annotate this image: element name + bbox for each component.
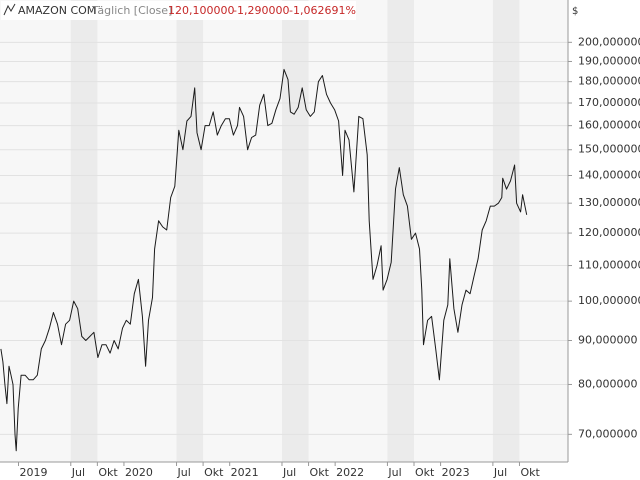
last-price: 120,100000 [168, 4, 234, 17]
legend-box [1, 1, 356, 20]
y-tick-label: 80,000000 [578, 377, 638, 390]
price-line [0, 68, 528, 452]
y-tick-label: 130,000000 [578, 196, 640, 209]
y-tick-label: 180,000000 [578, 75, 640, 88]
quarter-band [281, 0, 309, 462]
x-tick-label: 2019 [19, 466, 47, 479]
interval: Täglich [Close] [91, 4, 172, 17]
x-tick-label: 2022 [336, 466, 364, 479]
y-tick-label: 100,000000 [578, 294, 640, 307]
y-tick-label: 120,000000 [578, 226, 640, 239]
y-tick-label: 150,000000 [578, 143, 640, 156]
x-tick-label: Jul [493, 466, 507, 479]
y-tick-label: 140,000000 [578, 169, 640, 182]
y-tick-label: 170,000000 [578, 96, 640, 109]
change: -1,290000 [233, 4, 289, 17]
x-tick-label: Jul [282, 466, 296, 479]
legend-icon [3, 3, 16, 16]
x-tick-label: 2020 [125, 466, 153, 479]
change-percent: -1,062691% [289, 4, 356, 17]
currency: $ [572, 6, 578, 17]
y-tick-label: 160,000000 [578, 119, 640, 132]
y-tick-label: 110,000000 [578, 259, 640, 272]
x-tick-label: Okt [415, 466, 435, 479]
x-tick-label: Jul [387, 466, 401, 479]
y-tick-label: 190,000000 [578, 54, 640, 67]
quarter-band [387, 0, 415, 462]
x-tick-label: Jul [177, 466, 191, 479]
x-tick-label: Okt [204, 466, 224, 479]
y-tick-label: 70,000000 [578, 427, 638, 440]
quarter-band [492, 0, 520, 462]
instrument-name: AMAZON COM [18, 4, 96, 17]
x-tick-label: Okt [98, 466, 118, 479]
x-tick-label: Okt [310, 466, 330, 479]
quarter-band [176, 0, 204, 462]
x-tick-label: 2023 [442, 466, 470, 479]
y-tick-label: 200,000000 [578, 35, 640, 48]
y-tick-label: 90,000000 [578, 333, 638, 346]
x-tick-label: 2021 [231, 466, 259, 479]
x-tick-label: Jul [71, 466, 85, 479]
x-tick-label: Okt [520, 466, 540, 479]
quarter-band [70, 0, 98, 462]
